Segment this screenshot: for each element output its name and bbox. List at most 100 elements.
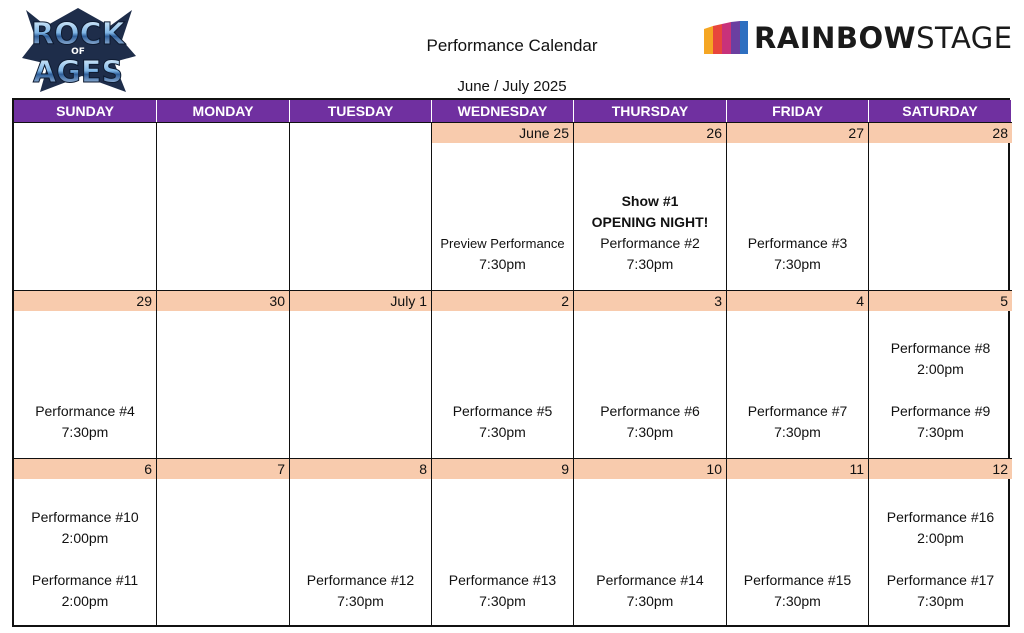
performance-line: Show #1 bbox=[621, 193, 679, 209]
date-label bbox=[290, 123, 431, 143]
performance-line: 7:30pm bbox=[626, 424, 674, 440]
day-header-friday: FRIDAY bbox=[727, 100, 869, 122]
date-label: June 25 bbox=[432, 123, 573, 143]
rainbow-stripes-icon bbox=[704, 21, 748, 54]
calendar-day-cell: 11 Performance #15 7:30pm bbox=[727, 458, 869, 627]
performance-line: Performance #8 bbox=[890, 340, 991, 356]
calendar-day-cell: 10 Performance #14 7:30pm bbox=[574, 458, 727, 627]
performance-line: 7:30pm bbox=[774, 256, 821, 272]
performance-line: Performance #16 bbox=[886, 509, 995, 525]
calendar-day-cell: 26 Show #1 OPENING NIGHT! Performance #2 7:3… bbox=[574, 122, 727, 290]
date-label: 11 bbox=[727, 459, 868, 479]
performance-info: Show #1 OPENING NIGHT! Performance #2 7:30p… bbox=[574, 191, 726, 275]
performance-line: 7:30pm bbox=[337, 593, 384, 609]
performance-line: 7:30pm bbox=[626, 256, 674, 272]
performance-line: 7:30pm bbox=[774, 424, 821, 440]
performance-line: 2:00pm bbox=[917, 361, 964, 377]
performance-line: 7:30pm bbox=[479, 424, 526, 440]
performance-line: Performance #14 bbox=[596, 572, 704, 588]
calendar-day-cell: 28 bbox=[869, 122, 1012, 290]
date-label: 28 bbox=[869, 123, 1012, 143]
performance-line: 7:30pm bbox=[917, 424, 964, 440]
performance-info: Performance #6 7:30pm bbox=[574, 401, 726, 443]
date-label: 7 bbox=[157, 459, 289, 479]
performance-line: Performance #3 bbox=[747, 235, 848, 251]
calendar-day-cell: 6 Performance #10 2:00pm Performance #11 2:0… bbox=[14, 458, 157, 627]
date-label: 2 bbox=[432, 291, 573, 311]
date-label: July 1 bbox=[290, 291, 431, 311]
calendar-day-cell: 4 Performance #7 7:30pm bbox=[727, 290, 869, 458]
performance-line: 7:30pm bbox=[479, 256, 526, 272]
calendar-day-cell bbox=[14, 122, 157, 290]
calendar-day-cell: 12 Performance #16 2:00pm Performance #17 7:… bbox=[869, 458, 1012, 627]
date-label: 4 bbox=[727, 291, 868, 311]
performance-line: Performance #11 bbox=[31, 572, 139, 588]
calendar-day-cell: 8 Performance #12 7:30pm bbox=[290, 458, 432, 627]
performance-line: Performance #2 bbox=[600, 235, 700, 251]
performance-info: Preview Performance 7:30pm bbox=[432, 233, 573, 275]
performance-info: Performance #16 2:00pm Performance #17 7:30… bbox=[869, 507, 1012, 612]
performance-line: 7:30pm bbox=[479, 593, 526, 609]
svg-text:AGES: AGES bbox=[33, 55, 123, 90]
date-label: 30 bbox=[157, 291, 289, 311]
performance-info: Performance #10 2:00pm Performance #11 2:00… bbox=[14, 507, 156, 612]
rock-of-ages-logo: ROCK OF AGES bbox=[18, 6, 138, 94]
calendar-day-cell: 5 Performance #8 2:00pm Performance #9 7:30p… bbox=[869, 290, 1012, 458]
performance-line: 7:30pm bbox=[61, 424, 109, 440]
performance-line: Performance #5 bbox=[452, 403, 553, 419]
performance-line: Performance #10 bbox=[31, 509, 139, 525]
calendar-day-cell: June 25 Preview Performance 7:30pm bbox=[432, 122, 574, 290]
performance-info: Performance #8 2:00pm Performance #9 7:30pm bbox=[869, 338, 1012, 443]
performance-line: Performance #13 bbox=[448, 572, 557, 588]
performance-line: 2:00pm bbox=[917, 530, 964, 546]
performance-line: OPENING NIGHT! bbox=[591, 214, 709, 230]
day-header-thursday: THURSDAY bbox=[574, 100, 727, 122]
page-subtitle: June / July 2025 bbox=[457, 78, 567, 95]
performance-info: Performance #15 7:30pm bbox=[727, 570, 868, 612]
performance-info: Performance #3 7:30pm bbox=[727, 233, 868, 275]
calendar-day-cell: 27 Performance #3 7:30pm bbox=[727, 122, 869, 290]
svg-text:ROCK: ROCK bbox=[31, 17, 127, 52]
performance-line: Preview Performance bbox=[440, 236, 565, 251]
date-label bbox=[14, 123, 156, 143]
performance-info: Performance #4 7:30pm bbox=[14, 401, 156, 443]
date-label: 9 bbox=[432, 459, 573, 479]
day-header-monday: MONDAY bbox=[157, 100, 290, 122]
date-label: 26 bbox=[574, 123, 726, 143]
performance-info: Performance #7 7:30pm bbox=[727, 401, 868, 443]
performance-line: 7:30pm bbox=[626, 593, 674, 609]
date-label: 12 bbox=[869, 459, 1012, 479]
performance-line bbox=[14, 549, 156, 570]
day-header-sunday: SUNDAY bbox=[14, 100, 157, 122]
calendar-day-cell: 3 Performance #6 7:30pm bbox=[574, 290, 727, 458]
date-label: 29 bbox=[14, 291, 156, 311]
day-header-wednesday: WEDNESDAY bbox=[432, 100, 574, 122]
performance-line: 7:30pm bbox=[917, 593, 964, 609]
date-label: 8 bbox=[290, 459, 431, 479]
performance-line: 2:00pm bbox=[61, 593, 109, 609]
calendar-day-cell: 7 bbox=[157, 458, 290, 627]
performance-line: Performance #7 bbox=[747, 403, 848, 419]
rainbow-stage-logo: RAINBOWSTAGE bbox=[704, 18, 1016, 58]
calendar-day-cell bbox=[290, 122, 432, 290]
calendar-day-cell: 30 bbox=[157, 290, 290, 458]
performance-info: Performance #14 7:30pm bbox=[574, 570, 726, 612]
page-title: Performance Calendar bbox=[426, 36, 598, 55]
date-label: 6 bbox=[14, 459, 156, 479]
date-label: 10 bbox=[574, 459, 726, 479]
calendar-day-cell bbox=[157, 122, 290, 290]
performance-line bbox=[869, 380, 1012, 401]
calendar-day-cell: 29 Performance #4 7:30pm bbox=[14, 290, 157, 458]
performance-info: Performance #12 7:30pm bbox=[290, 570, 431, 612]
performance-line: Performance #17 bbox=[886, 572, 995, 588]
date-label: 3 bbox=[574, 291, 726, 311]
performance-line bbox=[869, 549, 1012, 570]
date-label bbox=[157, 123, 289, 143]
svg-text:OF: OF bbox=[71, 47, 85, 57]
performance-line: Performance #4 bbox=[35, 403, 135, 419]
performance-calendar: SUNDAY MONDAY TUESDAY WEDNESDAY THURSDAY FRID… bbox=[12, 98, 1012, 627]
calendar-day-cell: 2 Performance #5 7:30pm bbox=[432, 290, 574, 458]
performance-line: Performance #6 bbox=[600, 403, 700, 419]
calendar-day-cell: July 1 bbox=[290, 290, 432, 458]
performance-info: Performance #13 7:30pm bbox=[432, 570, 573, 612]
